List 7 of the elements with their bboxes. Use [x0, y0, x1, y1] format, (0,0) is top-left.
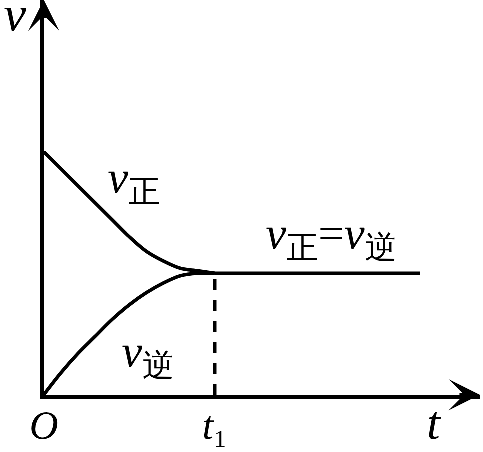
series-label: v$_{正}$	[108, 152, 160, 210]
y-axis-title: v	[4, 0, 27, 42]
series-label: v$_{逆}$	[122, 326, 174, 384]
x-tick-label: O	[30, 403, 58, 448]
x-axis-title: t	[427, 397, 442, 450]
x-tick-label: t₁	[202, 403, 228, 448]
series-label: v$_{正}$=v$_{逆}$	[266, 208, 397, 266]
